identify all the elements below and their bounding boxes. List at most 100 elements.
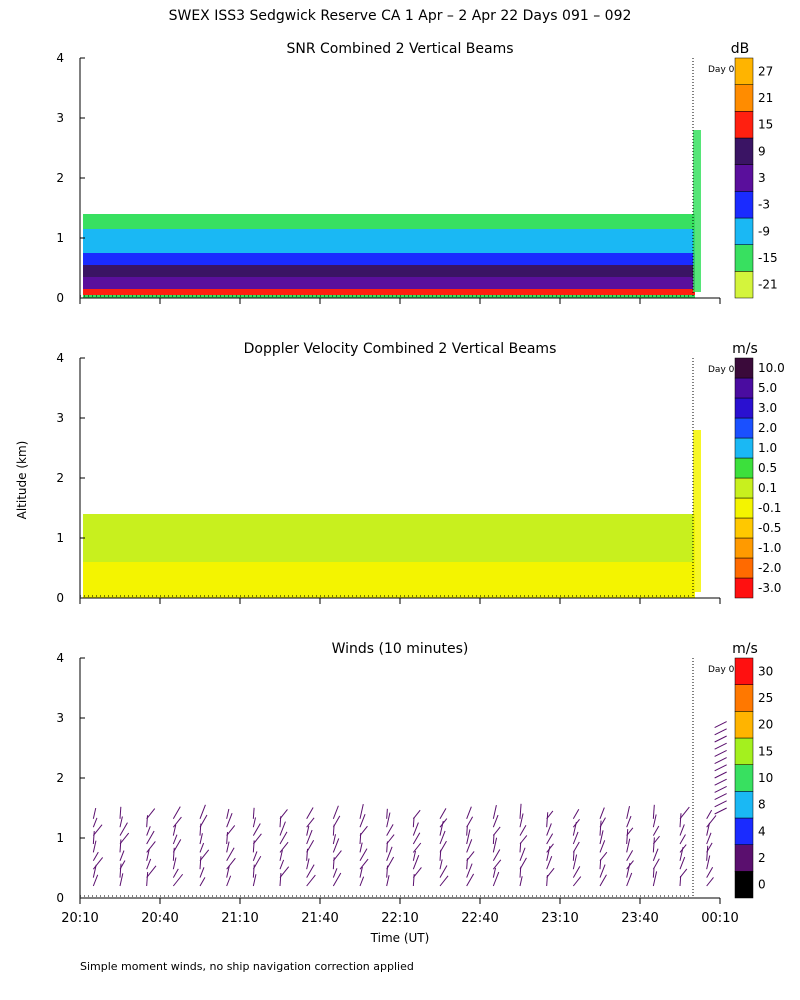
wind-barb <box>706 842 713 853</box>
wind-barb <box>599 807 605 819</box>
wind-barb <box>652 825 660 836</box>
wind-barb <box>492 859 502 870</box>
wind-barb <box>146 871 149 887</box>
wind-barb <box>492 837 498 853</box>
winds-colorbar-cell <box>734 844 754 872</box>
doppler-colorbar-cell <box>734 437 754 459</box>
wind-barb <box>572 819 580 828</box>
wind-barb <box>572 876 582 887</box>
wind-barb <box>92 840 97 853</box>
snr-colorbar-cell <box>734 57 754 85</box>
wind-barb <box>679 856 686 870</box>
wind-barb <box>492 871 500 887</box>
snr-colorbar-cell <box>734 191 754 219</box>
wind-barb <box>386 846 393 861</box>
winds-colorbar-cell <box>734 684 754 712</box>
wind-barb <box>466 839 473 853</box>
doppler-colorbar-cell <box>734 457 754 479</box>
wind-barb <box>306 840 315 853</box>
wind-barb <box>119 832 130 845</box>
wind-barb <box>714 735 727 743</box>
winds-colorbar-label: 0 <box>758 878 766 892</box>
wind-barb <box>492 826 501 836</box>
wind-barb <box>172 847 175 861</box>
wind-barb <box>146 826 151 836</box>
wind-barb <box>199 856 202 870</box>
wind-barb <box>359 825 368 836</box>
snr-ytick-label: 0 <box>56 291 64 305</box>
wind-barb <box>439 818 448 828</box>
snr-colorbar-label: 27 <box>758 64 773 78</box>
wind-barb <box>466 825 468 836</box>
wind-barb <box>714 807 727 815</box>
wind-barb <box>519 876 523 887</box>
wind-barb <box>252 874 257 887</box>
colorbar-unit-doppler: m/s <box>732 341 758 357</box>
wind-barb <box>626 860 634 870</box>
wind-barb <box>714 785 727 793</box>
wind-barb <box>252 823 261 836</box>
wind-barb <box>599 864 606 878</box>
snr-layer-2 <box>83 253 695 265</box>
wind-barb <box>466 873 475 887</box>
snr-ytick-label: 1 <box>56 231 64 245</box>
wind-barb <box>279 841 289 853</box>
wind-barb <box>679 875 682 887</box>
wind-barb <box>332 815 341 828</box>
winds-colorbar-label: 10 <box>758 771 773 785</box>
wind-barb <box>279 849 283 861</box>
doppler-colorbar-label: -0.5 <box>758 521 781 535</box>
winds-colorbar-cell <box>734 791 754 819</box>
wind-barb <box>714 771 727 779</box>
wind-barb <box>386 812 391 828</box>
wind-barb <box>146 841 156 853</box>
wind-barb <box>546 867 555 878</box>
doppler-colorbar-cell <box>734 357 754 379</box>
wind-barb <box>279 809 288 820</box>
wind-barb <box>119 873 124 887</box>
snr-day-label: Day 0 <box>708 65 735 75</box>
wind-barb <box>706 832 712 845</box>
wind-barb <box>252 817 257 828</box>
wind-barb <box>146 815 149 828</box>
winds-colorbar-label: 25 <box>758 691 773 705</box>
snr-colorbar-label: -15 <box>758 251 778 265</box>
wind-barb <box>652 804 655 819</box>
wind-barb <box>199 814 208 828</box>
wind-barb <box>359 813 366 828</box>
doppler-colorbar-cell <box>734 557 754 579</box>
wind-barb <box>386 824 394 836</box>
wind-barb <box>519 824 527 836</box>
wind-barb <box>679 844 687 853</box>
wind-barb <box>546 812 549 828</box>
wind-barb <box>172 824 177 836</box>
doppler-colorbar-label: -2.0 <box>758 561 781 575</box>
doppler-ytick-label: 0 <box>56 591 64 605</box>
winds-xtick-label: 22:10 <box>381 911 418 926</box>
panel-title-winds: Winds (10 minutes) <box>332 641 469 657</box>
doppler-colorbar-label: 2.0 <box>758 421 777 435</box>
wind-barb <box>226 825 236 836</box>
snr-colorbar-cell <box>734 84 754 112</box>
panel-winds: 0 1 2 3 4 20:10 20:40 21:10 21:40 22:10 22:40 23:10… <box>56 651 773 926</box>
wind-barb <box>92 830 95 845</box>
winds-colorbar-cell <box>734 764 754 792</box>
wind-barb <box>279 821 286 836</box>
wind-barb <box>412 855 420 870</box>
wind-barb <box>226 831 229 845</box>
wind-barb <box>706 866 714 878</box>
doppler-colorbar-cell <box>734 577 754 599</box>
wind-barb <box>439 865 448 878</box>
winds-ytick-label: 2 <box>56 771 64 785</box>
wind-barb <box>572 831 579 845</box>
wind-barb <box>412 850 417 861</box>
wind-barb <box>332 805 339 819</box>
doppler-colorbar-label: -3.0 <box>758 581 781 595</box>
wind-barb <box>119 850 125 861</box>
wind-barb <box>572 854 578 870</box>
wind-barb <box>146 858 152 870</box>
wind-barb <box>599 817 606 828</box>
wind-barb <box>626 829 629 845</box>
wind-barb <box>492 833 495 845</box>
wind-barb <box>492 814 499 828</box>
